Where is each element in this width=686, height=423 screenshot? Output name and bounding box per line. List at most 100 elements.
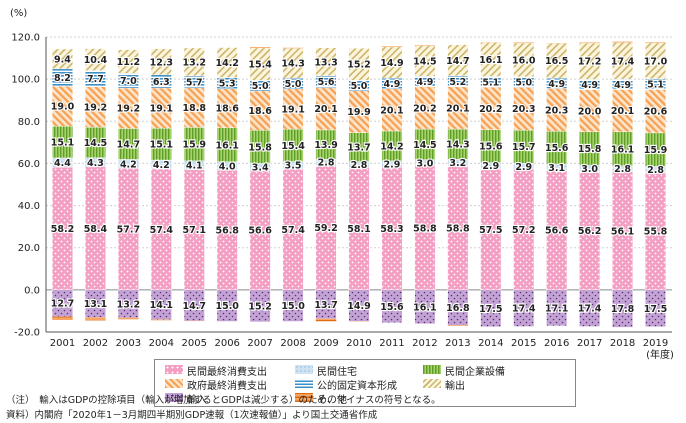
bar-segment-other [381,46,403,47]
data-label-private_consumption: 58.1 [347,224,370,235]
legend-label: 公的固定資本形成 [317,381,397,392]
data-label-private_consumption: 56.6 [545,226,569,237]
data-label-exports: 10.4 [84,55,108,66]
data-label-private_investment: 14.7 [117,139,140,150]
bar-segment-other [249,47,271,48]
data-label-gov_consumption: 20.1 [446,103,469,114]
data-label-exports: 14.2 [215,58,238,69]
x-tick-label: 2017 [577,338,602,349]
data-label-imports: 13.2 [117,299,140,310]
bar-segment-exports [183,47,205,76]
stacked-bar-chart: 58.2 4.4 15.1 19.0 8.2 9.4 12.7 58.4 4.3 14.5 19.2… [10,8,674,360]
data-label-private_consumption: 56.6 [248,226,272,237]
data-label-private_consumption: 57.7 [117,225,140,236]
data-label-private_housing: 4.4 [54,158,71,169]
x-tick-label: 2014 [478,338,503,349]
x-tick-label: 2016 [544,338,569,349]
x-tick-label: 2018 [610,338,635,349]
legend-swatch [295,365,313,374]
data-label-public_capital: 5.1 [647,80,664,91]
legend-label: 民間最終消費支出 [187,367,267,378]
data-label-imports: 14.1 [150,300,173,311]
data-label-private_investment: 15.9 [644,145,667,156]
data-label-private_consumption: 58.3 [380,224,403,235]
data-label-public_capital: 4.9 [384,79,401,90]
y-tick-label: 100.0 [11,75,40,86]
data-label-exports: 16.0 [512,55,536,66]
y-unit-label: (%) [10,8,27,19]
data-label-public_capital: 5.2 [449,77,466,88]
legend-label: 政府最終消費支出 [187,381,267,392]
bar-segment-imports [216,289,238,322]
x-tick-label: 2004 [149,338,174,349]
x-tick-label: 2015 [511,338,536,349]
bar-segment-other [52,316,73,320]
data-label-gov_consumption: 20.6 [644,107,668,118]
data-label-exports: 15.4 [248,60,272,71]
x-tick-label: 2013 [445,338,470,349]
bar-segment-other [447,325,469,326]
data-label-private_investment: 16.1 [611,144,634,155]
data-label-public_capital: 7.7 [87,74,104,85]
bar-segment-other [315,318,337,322]
legend-swatch [165,379,183,388]
data-label-private_investment: 15.6 [545,143,569,154]
bar-segment-imports [249,289,271,323]
y-tick-label: 60.0 [18,159,40,170]
data-label-gov_consumption: 19.9 [347,107,370,118]
data-label-private_investment: 15.7 [512,142,535,153]
data-label-exports: 14.3 [281,59,304,70]
data-label-imports: 15.6 [380,302,404,313]
bar-segment-exports [315,47,337,76]
data-label-exports: 12.3 [150,57,173,68]
data-label-private_housing: 2.9 [482,161,499,172]
bar-segment-exports [117,49,139,74]
data-label-private_housing: 3.0 [416,158,433,169]
data-label-public_capital: 6.3 [153,77,170,88]
data-label-private_consumption: 58.4 [84,224,108,235]
data-label-imports: 15.2 [248,301,271,312]
data-label-private_consumption: 57.4 [150,225,174,236]
data-label-imports: 17.5 [644,304,667,315]
y-tick-label: 0.0 [24,285,40,296]
data-label-gov_consumption: 20.2 [413,103,436,114]
data-label-private_consumption: 56.2 [578,226,601,237]
data-label-gov_consumption: 20.2 [479,104,502,115]
data-label-private_investment: 15.1 [150,140,173,151]
bar-segment-exports [480,42,502,77]
data-label-exports: 13.2 [183,57,206,68]
x-tick-label: 2019 [643,338,668,349]
bar-segment-exports [348,47,370,81]
x-tick-label: 2011 [379,338,404,349]
data-label-private_housing: 3.2 [449,158,466,169]
legend-label: 民間住宅 [317,367,357,378]
bar-segment-imports [282,289,304,322]
data-label-private_housing: 2.8 [318,158,335,169]
data-label-exports: 16.1 [479,55,502,66]
data-label-private_investment: 15.1 [51,138,74,149]
data-label-private_housing: 3.4 [252,163,269,174]
data-label-private_housing: 2.9 [384,159,401,170]
data-label-gov_consumption: 19.1 [150,104,173,115]
data-label-exports: 14.5 [413,56,436,67]
data-label-public_capital: 4.9 [548,79,565,90]
x-tick-label: 2005 [182,338,207,349]
data-label-private_consumption: 55.8 [644,227,668,238]
data-label-private_investment: 15.6 [479,142,503,153]
data-label-public_capital: 4.9 [581,80,598,91]
x-tick-label: 2012 [412,338,437,349]
data-label-public_capital: 4.9 [614,80,631,91]
data-label-private_investment: 15.8 [578,144,602,155]
chart-note: （注） 輸入はGDPの控除項目（輸入が増加するとGDPは減少する）のため、マイナ… [6,395,441,406]
bar-segment-other [579,42,600,44]
x-unit-label: (年度) [646,348,674,360]
data-label-private_housing: 4.1 [186,161,203,172]
chart-source: 資料）内閣府「2020年1－3月期四半期別GDP速報（1次速報値）」より国土交通… [6,410,378,421]
data-label-gov_consumption: 19.1 [281,104,304,115]
data-label-private_consumption: 56.1 [611,226,634,237]
data-label-imports: 13.1 [84,299,107,310]
x-tick-label: 2010 [346,338,371,349]
x-tick-label: 2007 [247,338,272,349]
data-label-imports: 17.4 [512,304,536,315]
data-label-imports: 15.0 [281,301,305,312]
